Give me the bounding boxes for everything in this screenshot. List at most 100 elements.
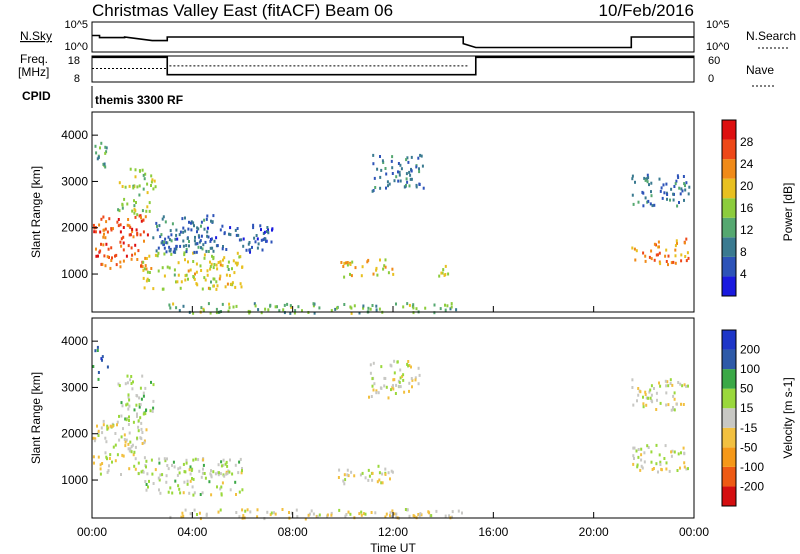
- range-cell: [216, 284, 219, 288]
- range-cell: [123, 197, 126, 201]
- range-cell: [97, 371, 100, 374]
- range-cell: [136, 412, 138, 416]
- colorbar-tick-label: 20: [740, 179, 754, 193]
- range-cell: [145, 209, 148, 213]
- range-cell: [242, 514, 245, 518]
- range-cell: [165, 250, 168, 254]
- range-cell: [256, 237, 259, 241]
- range-cell: [145, 465, 147, 469]
- range-cell: [148, 209, 151, 213]
- range-cell: [221, 481, 224, 485]
- range-cell: [677, 176, 680, 179]
- range-cell: [160, 241, 163, 245]
- colorbar-segment: [722, 427, 736, 448]
- range-cell: [659, 384, 662, 388]
- range-cell: [185, 461, 188, 465]
- range-cell: [193, 277, 196, 281]
- range-cell: [399, 368, 402, 372]
- range-cell: [444, 303, 446, 307]
- range-cell: [637, 393, 640, 397]
- range-cell: [101, 262, 104, 266]
- range-cell: [134, 215, 137, 219]
- colorbar-segment: [722, 276, 736, 296]
- range-cell: [132, 186, 135, 190]
- nave-tick-top: 60: [708, 55, 720, 67]
- range-cell: [142, 391, 145, 395]
- range-cell: [281, 508, 284, 511]
- nsky-tick-bottom: 10^0: [64, 41, 88, 53]
- colorbar-tick-label: -200: [740, 479, 764, 493]
- range-cell: [655, 462, 658, 466]
- range-cell: [632, 462, 635, 466]
- range-cell: [673, 391, 676, 395]
- range-cell: [101, 355, 104, 359]
- range-cell: [145, 488, 148, 492]
- range-cell: [216, 485, 218, 489]
- range-cell: [134, 168, 137, 172]
- range-cell: [440, 271, 443, 275]
- range-cell: [209, 260, 211, 264]
- range-cell: [400, 167, 403, 171]
- range-cell: [636, 463, 639, 467]
- range-cell: [259, 224, 262, 228]
- range-cell: [371, 189, 374, 193]
- range-cell: [139, 233, 142, 237]
- range-cell: [395, 302, 397, 306]
- range-cell: [187, 277, 189, 281]
- range-cell: [221, 264, 224, 268]
- x-tick-label: 00:00: [77, 525, 107, 539]
- range-cell: [212, 257, 215, 261]
- range-cell: [174, 479, 177, 483]
- range-cell: [165, 241, 168, 245]
- range-cell: [408, 514, 411, 518]
- range-cell: [410, 365, 412, 369]
- range-cell: [383, 264, 386, 268]
- range-cell: [99, 230, 102, 234]
- range-cell: [234, 228, 237, 232]
- range-cell: [637, 200, 640, 204]
- range-cell: [143, 267, 146, 271]
- range-cell: [231, 281, 234, 285]
- range-cell: [128, 398, 131, 402]
- range-cell: [419, 153, 422, 157]
- range-cell: [95, 151, 98, 155]
- range-cell: [169, 306, 172, 310]
- range-cell: [634, 258, 637, 262]
- range-cell: [234, 261, 237, 265]
- range-cell: [127, 447, 130, 451]
- range-cell: [185, 250, 188, 254]
- range-cell: [408, 184, 411, 188]
- range-cell: [210, 493, 213, 497]
- range-cell: [236, 251, 239, 255]
- range-cell: [256, 515, 259, 519]
- colorbar-segment: [722, 447, 736, 467]
- range-cell: [147, 485, 149, 489]
- range-cell: [227, 268, 230, 271]
- x-tick-label: 00:00: [679, 525, 709, 539]
- range-cell: [234, 463, 237, 467]
- range-cell: [130, 450, 133, 454]
- range-cell: [192, 493, 195, 497]
- range-cell: [106, 230, 109, 234]
- range-cell: [366, 260, 369, 264]
- range-cell: [140, 470, 143, 474]
- range-cell: [159, 491, 162, 495]
- range-cell: [226, 282, 229, 286]
- range-cell: [273, 511, 275, 515]
- range-cell: [211, 246, 214, 250]
- range-cell: [219, 487, 222, 491]
- range-cell: [198, 511, 201, 515]
- range-cell: [223, 474, 226, 478]
- range-cell: [189, 472, 192, 476]
- range-cell: [204, 240, 207, 244]
- range-cell: [430, 514, 433, 518]
- range-cell: [146, 191, 149, 195]
- range-cell: [383, 376, 386, 380]
- range-cell: [289, 304, 292, 308]
- range-cell: [634, 180, 636, 184]
- range-cell: [97, 377, 100, 381]
- range-cell: [398, 170, 401, 174]
- range-cell: [154, 185, 157, 189]
- range-cell: [190, 221, 192, 225]
- range-cell: [669, 198, 671, 202]
